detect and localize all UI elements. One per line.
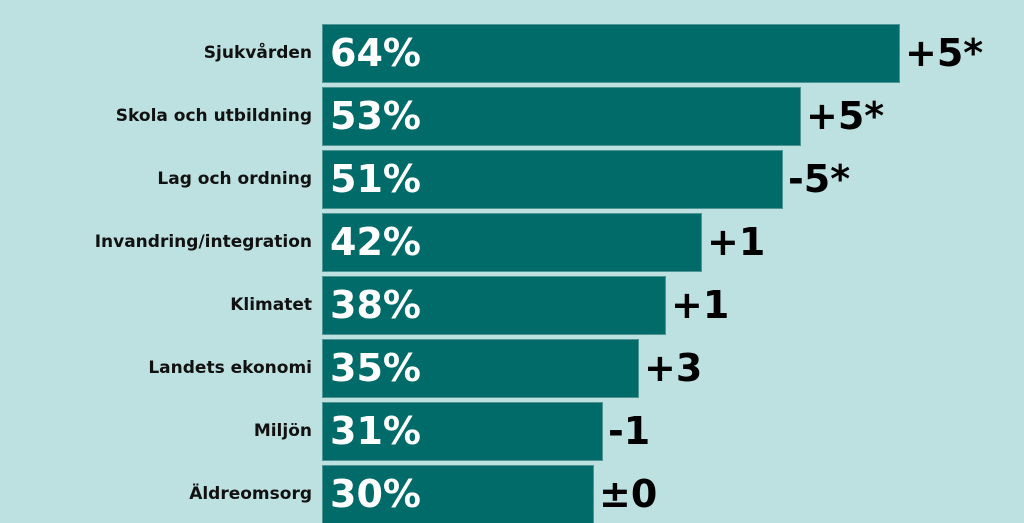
change-label: +3 xyxy=(644,346,703,390)
bar-row: Skola och utbildning 53% +5* xyxy=(0,88,1024,145)
change-label: -5* xyxy=(788,157,851,201)
bar: 38% xyxy=(323,277,665,334)
bar: 35% xyxy=(323,340,638,397)
bar: 30% xyxy=(323,466,593,523)
category-label: Miljön xyxy=(253,421,312,441)
category-label: Skola och utbildning xyxy=(115,106,312,126)
value-label: 35% xyxy=(330,346,421,390)
bar: 53% xyxy=(323,88,800,145)
bar-row: Miljön 31% -1 xyxy=(0,403,1024,460)
category-label: Sjukvården xyxy=(203,43,312,63)
value-label: 51% xyxy=(330,157,421,201)
value-label: 31% xyxy=(330,409,421,453)
change-label: -1 xyxy=(608,409,651,453)
category-label: Landets ekonomi xyxy=(148,358,312,378)
change-label: +1 xyxy=(707,220,766,264)
value-label: 42% xyxy=(330,220,421,264)
category-label: Klimatet xyxy=(230,295,312,315)
bar-row: Äldreomsorg 30% ±0 xyxy=(0,466,1024,523)
bar: 42% xyxy=(323,214,701,271)
value-label: 30% xyxy=(330,472,421,516)
value-label: 53% xyxy=(330,94,421,138)
bar-row: Klimatet 38% +1 xyxy=(0,277,1024,334)
bar-row: Sjukvården 64% +5* xyxy=(0,25,1024,82)
category-label: Invandring/integration xyxy=(94,232,312,252)
category-label: Äldreomsorg xyxy=(189,484,312,504)
bar: 64% xyxy=(323,25,899,82)
category-label: Lag och ordning xyxy=(157,169,312,189)
change-label: +5* xyxy=(806,94,885,138)
change-label: +5* xyxy=(905,31,984,75)
bar-row: Landets ekonomi 35% +3 xyxy=(0,340,1024,397)
bar: 31% xyxy=(323,403,602,460)
bar-row: Lag och ordning 51% -5* xyxy=(0,151,1024,208)
bar-row: Invandring/integration 42% +1 xyxy=(0,214,1024,271)
change-label: +1 xyxy=(671,283,730,327)
bar-chart: Sjukvården 64% +5* Skola och utbildning 53% +… xyxy=(0,25,1024,523)
value-label: 64% xyxy=(330,31,421,75)
value-label: 38% xyxy=(330,283,421,327)
bar: 51% xyxy=(323,151,782,208)
change-label: ±0 xyxy=(599,472,658,516)
